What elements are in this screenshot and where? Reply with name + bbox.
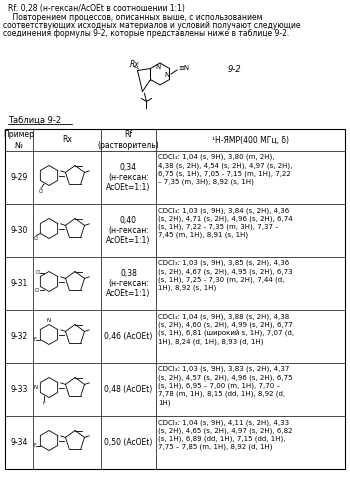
Text: CDCl₃: 1,04 (s, 9H), 3,88 (s, 2H), 4,38
(s, 2H), 4,60 (s, 2H), 4,99 (s, 2H), 6,7: CDCl₃: 1,04 (s, 9H), 3,88 (s, 2H), 4,38 …: [158, 313, 294, 345]
Text: Rx: Rx: [130, 60, 139, 69]
Text: соединения формулы 9-2, которые представлены ниже в таблице 9-2.: соединения формулы 9-2, которые представ…: [3, 29, 289, 38]
Text: Cl: Cl: [34, 236, 39, 242]
Text: N: N: [155, 64, 161, 70]
Text: 0,34
(н-гексан:
AcOEt=1:1): 0,34 (н-гексан: AcOEt=1:1): [106, 162, 151, 192]
Text: ≡N: ≡N: [178, 65, 189, 71]
Text: N: N: [47, 318, 51, 322]
Text: N: N: [34, 385, 38, 390]
Text: Таблица 9-2: Таблица 9-2: [8, 116, 61, 125]
Text: соответствующих исходных материалов и условий получают следующие: соответствующих исходных материалов и ус…: [3, 21, 301, 30]
Text: 9-31: 9-31: [10, 279, 28, 288]
Text: Cl: Cl: [35, 270, 40, 276]
Text: Rf: 0,28 (н-гексан/AcOEt в соотношении 1:1): Rf: 0,28 (н-гексан/AcOEt в соотношении 1…: [8, 4, 185, 13]
Text: Cl: Cl: [38, 189, 43, 194]
Text: Cl: Cl: [35, 288, 40, 292]
Text: CDCl₃: 1,04 (s, 9H), 4,11 (s, 2H), 4,33
(s, 2H), 4,65 (s, 2H), 4,97 (s, 2H), 6,8: CDCl₃: 1,04 (s, 9H), 4,11 (s, 2H), 4,33 …: [158, 419, 293, 450]
Bar: [5, 129, 345, 469]
Text: 0,50 (AcOEt): 0,50 (AcOEt): [104, 438, 153, 447]
Text: 0,48 (AcOEt): 0,48 (AcOEt): [104, 385, 153, 394]
Text: 9-29: 9-29: [10, 173, 28, 182]
Text: Повторением процессов, описанных выше, с использованием: Повторением процессов, описанных выше, с…: [3, 13, 262, 22]
Text: F: F: [43, 401, 46, 406]
Text: CDCl₃: 1,03 (s, 9H), 3,83 (s, 2H), 4,37
(s, 2H), 4,57 (s, 2H), 4,96 (s, 2H), 6,7: CDCl₃: 1,03 (s, 9H), 3,83 (s, 2H), 4,37 …: [158, 366, 293, 406]
Text: 0,46 (AcOEt): 0,46 (AcOEt): [104, 332, 153, 341]
Text: CDCl₃: 1,03 (s, 9H), 3,84 (s, 2H), 4,36
(s, 2H), 4,71 (s, 2H), 4,96 (s, 2H), 6,7: CDCl₃: 1,03 (s, 9H), 3,84 (s, 2H), 4,36 …: [158, 207, 293, 238]
Text: F: F: [34, 337, 36, 342]
Text: CDCl₃: 1,03 (s, 9H), 3,85 (s, 2H), 4,36
(s, 2H), 4,67 (s, 2H), 4,95 (s, 2H), 6,7: CDCl₃: 1,03 (s, 9H), 3,85 (s, 2H), 4,36 …: [158, 260, 293, 291]
Text: CDCl₃: 1,04 (s, 9H), 3,80 (m, 2H),
4,38 (s, 2H), 4,54 (s, 2H), 4,97 (s, 2H),
6,7: CDCl₃: 1,04 (s, 9H), 3,80 (m, 2H), 4,38 …: [158, 154, 292, 185]
Text: 9-30: 9-30: [10, 226, 28, 235]
Text: Rf
(растворитель): Rf (растворитель): [98, 130, 159, 150]
Text: ¹Н-ЯМР(400 МГц, δ): ¹Н-ЯМР(400 МГц, δ): [212, 136, 289, 144]
Text: 9-32: 9-32: [10, 332, 28, 341]
Text: 9-2: 9-2: [228, 64, 242, 74]
Text: Rx: Rx: [62, 136, 72, 144]
Text: N: N: [164, 72, 170, 78]
Text: F: F: [34, 443, 36, 448]
Text: Пример
№: Пример №: [4, 130, 35, 150]
Text: 9-33: 9-33: [10, 385, 28, 394]
Text: 0,40
(н-гексан:
AcOEt=1:1): 0,40 (н-гексан: AcOEt=1:1): [106, 216, 151, 246]
Text: 0,38
(н-гексан:
AcOEt=1:1): 0,38 (н-гексан: AcOEt=1:1): [106, 268, 151, 298]
Text: 9-34: 9-34: [10, 438, 28, 447]
